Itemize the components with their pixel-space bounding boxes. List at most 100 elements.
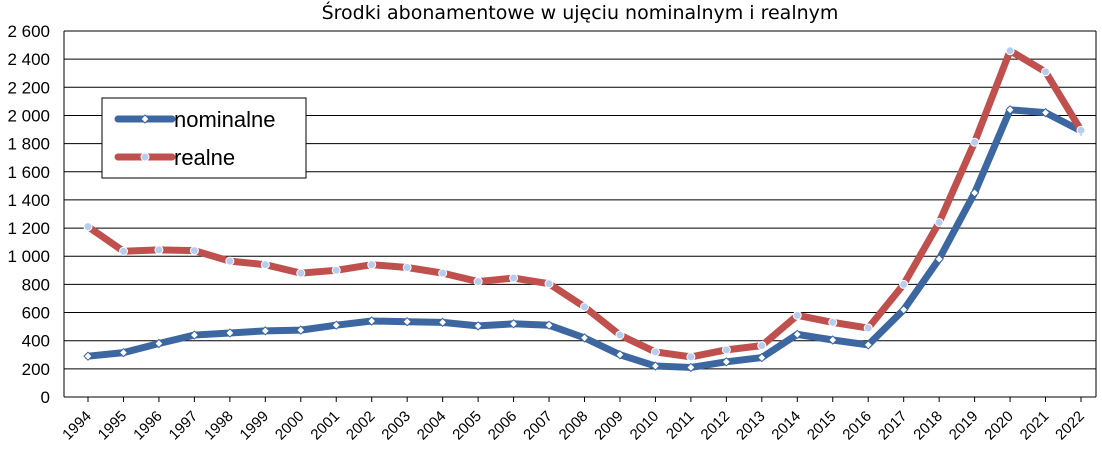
data-point-realne <box>438 268 448 278</box>
legend-label-realne: realne <box>174 145 235 170</box>
x-tick-label: 2007 <box>520 408 556 444</box>
x-tick-label: 2004 <box>414 408 450 444</box>
data-point-realne <box>792 310 802 320</box>
x-tick-label: 2019 <box>946 408 982 444</box>
data-point-nominalne <box>402 316 412 327</box>
x-tick-label: 2000 <box>272 408 308 444</box>
x-tick-label: 2005 <box>449 408 485 444</box>
x-tick-label: 2002 <box>343 408 379 444</box>
data-point-nominalne <box>296 325 306 335</box>
x-tick-label: 2022 <box>1052 408 1088 444</box>
legend-label-nominalne: nominalne <box>174 107 276 132</box>
data-point-realne <box>721 345 731 355</box>
data-point-nominalne <box>508 319 519 329</box>
data-point-realne <box>970 137 980 147</box>
x-axis: 1994 1995 1996 1997 1998 1999 2000 2001 2002 2003… <box>59 397 1088 443</box>
data-point-realne <box>863 323 873 333</box>
y-tick-label: 1 800 <box>7 135 50 154</box>
data-point-realne <box>225 256 235 266</box>
x-tick-label: 1996 <box>130 408 166 444</box>
data-point-realne <box>1041 67 1051 77</box>
data-point-nominalne <box>118 347 129 358</box>
data-point-nominalne <box>367 316 377 326</box>
data-point-realne <box>154 245 164 255</box>
data-point-nominalne <box>898 305 909 315</box>
data-point-nominalne <box>225 328 235 338</box>
data-point-nominalne <box>934 254 944 264</box>
data-point-realne <box>509 273 519 283</box>
data-point-realne <box>1005 46 1015 56</box>
y-axis: 0 200 400 600 800 1 000 1 200 1 400 1 600 1 800 2 … <box>7 22 50 407</box>
y-tick-label: 800 <box>22 275 50 294</box>
data-point-realne <box>757 341 767 351</box>
data-point-realne <box>828 317 838 327</box>
chart-title: Środki abonamentowe w ujęciu nominalnym … <box>321 2 839 24</box>
data-point-realne <box>260 260 270 270</box>
data-point-realne <box>934 217 944 227</box>
y-tick-label: 2 200 <box>7 78 50 97</box>
data-point-nominalne <box>969 188 980 198</box>
data-point-realne <box>83 222 93 232</box>
x-tick-label: 1998 <box>201 408 237 444</box>
data-point-nominalne <box>686 362 696 373</box>
x-tick-label: 2010 <box>627 408 663 444</box>
data-point-nominalne <box>1040 107 1051 118</box>
data-point-realne <box>686 352 696 362</box>
y-tick-label: 600 <box>22 304 50 323</box>
y-tick-label: 1 600 <box>7 163 50 182</box>
x-tick-label: 2018 <box>910 408 946 444</box>
data-point-nominalne <box>650 361 661 371</box>
grid <box>63 30 1097 398</box>
x-tick-label: 1997 <box>166 408 202 444</box>
y-tick-label: 1 000 <box>7 247 50 266</box>
data-point-realne <box>118 246 128 256</box>
x-tick-label: 2013 <box>733 408 769 444</box>
x-tick-label: 2006 <box>485 408 521 444</box>
y-tick-label: 1 400 <box>7 191 50 210</box>
data-point-realne <box>189 246 199 256</box>
y-tick-label: 200 <box>22 360 50 379</box>
data-point-nominalne <box>721 357 732 367</box>
data-point-nominalne <box>437 317 448 328</box>
series <box>83 46 1086 373</box>
legend-marker-realne <box>140 152 150 162</box>
x-tick-label: 2021 <box>1017 408 1053 444</box>
x-tick-label: 2008 <box>556 408 592 444</box>
legend: nominalne realne <box>101 97 307 179</box>
data-point-nominalne <box>260 326 271 336</box>
x-tick-label: 2015 <box>804 408 840 444</box>
y-tick-label: 2 600 <box>7 22 50 41</box>
data-point-nominalne <box>189 330 200 340</box>
legend-box <box>101 97 307 179</box>
data-point-realne <box>296 268 306 278</box>
data-point-nominalne <box>579 333 590 343</box>
data-point-nominalne <box>154 338 164 349</box>
data-point-realne <box>615 330 625 340</box>
data-point-nominalne <box>331 320 341 330</box>
y-tick-label: 2 000 <box>7 106 50 125</box>
data-point-nominalne <box>792 329 802 340</box>
x-tick-label: 2009 <box>591 408 627 444</box>
data-point-realne <box>1076 125 1086 135</box>
data-point-realne <box>650 347 660 357</box>
x-tick-label: 1994 <box>59 408 95 444</box>
y-tick-label: 0 <box>41 388 50 407</box>
x-tick-label: 1995 <box>95 408 131 444</box>
data-point-nominalne <box>473 321 483 331</box>
data-point-realne <box>473 277 483 287</box>
x-tick-label: 2016 <box>839 408 875 444</box>
legend-marker-nominalne <box>140 114 150 124</box>
data-point-nominalne <box>828 335 838 345</box>
x-tick-label: 2017 <box>875 408 911 444</box>
x-tick-label: 2011 <box>663 408 698 443</box>
data-point-nominalne <box>544 320 554 330</box>
data-point-realne <box>402 262 412 272</box>
x-tick-label: 2001 <box>307 408 343 444</box>
data-point-nominalne <box>757 352 767 363</box>
y-tick-label: 1 200 <box>7 219 50 238</box>
data-point-realne <box>367 260 377 270</box>
data-point-realne <box>544 279 554 289</box>
x-tick-label: 2020 <box>981 408 1017 444</box>
